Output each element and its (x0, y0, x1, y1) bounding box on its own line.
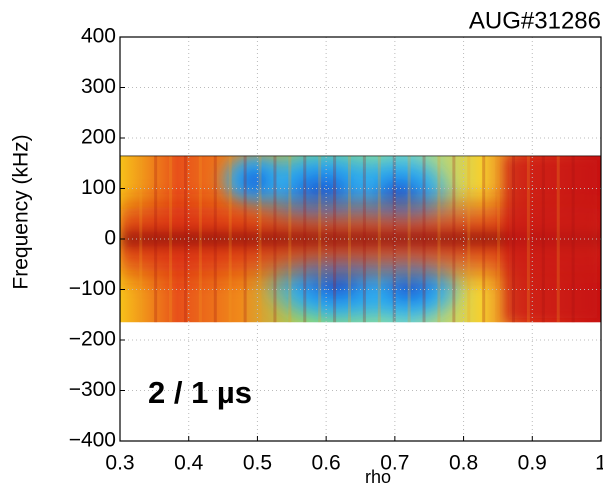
heat-stripe (333, 155, 337, 323)
chart-title: AUG#31286 (469, 7, 601, 34)
x-tick-label: 0.7 (380, 452, 409, 475)
y-tick-label: 0 (104, 227, 116, 250)
heat-stripe (154, 155, 158, 323)
y-tick-label: 200 (81, 126, 116, 149)
heat-stripe (437, 155, 441, 323)
spectrogram-image (120, 155, 601, 323)
heat-stripe (183, 155, 187, 323)
heat-stripe (273, 155, 277, 323)
y-tick-label: −100 (69, 277, 116, 300)
heat-stripe (392, 155, 396, 323)
y-tick-label: 300 (81, 75, 116, 98)
heat-stripe (213, 155, 217, 323)
heat-stripe (347, 155, 351, 323)
heat-stripe (556, 155, 560, 323)
heat-stripe (512, 155, 516, 323)
heat-stripe (377, 155, 381, 323)
x-tick-label: 0.9 (518, 452, 547, 475)
y-tick-label: 100 (81, 176, 116, 199)
heat-stripe (541, 155, 545, 323)
heat-stripe (571, 155, 575, 323)
y-tick-label: −400 (69, 429, 116, 452)
x-tick-label: 0.3 (105, 452, 134, 475)
y-tick-label: −300 (69, 378, 116, 401)
heat-stripe (288, 155, 292, 323)
heat-stripe (243, 155, 247, 323)
heat-stripe (497, 155, 501, 323)
annotation: 2 / 1 µs (148, 375, 252, 410)
x-tick-label: 0.8 (449, 452, 478, 475)
x-tick-label: 0.4 (174, 452, 204, 475)
y-tick-label: −200 (69, 328, 116, 351)
heat-stripe (482, 155, 486, 323)
heat-stripe (318, 155, 322, 323)
heat-stripe (228, 155, 232, 323)
x-tick-label: 0.5 (243, 452, 272, 475)
heat-stripe (407, 155, 411, 323)
x-tick-label: 1 (595, 452, 603, 475)
x-tick-label: 0.6 (312, 452, 341, 475)
y-tick-label: 400 (81, 25, 116, 48)
y-axis-label: Frequency (kHz) (10, 134, 33, 289)
heat-stripe (452, 155, 456, 323)
heat-stripe (169, 155, 173, 323)
x-axis-label: rho (365, 467, 391, 487)
